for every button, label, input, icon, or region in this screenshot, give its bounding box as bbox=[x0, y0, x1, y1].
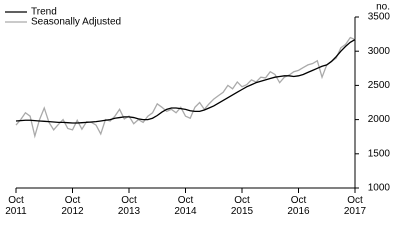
x-tick-label: Oct 2016 bbox=[287, 195, 310, 217]
x-tick-label: Oct 2011 bbox=[5, 195, 27, 217]
y-tick-label: 2000 bbox=[368, 114, 391, 125]
y-tick-label: 3500 bbox=[368, 12, 391, 23]
series-line bbox=[15, 39, 356, 124]
x-tick-label: Oct 2013 bbox=[117, 195, 141, 217]
y-tick-label: 2500 bbox=[368, 80, 391, 91]
chart: no. 1000 1500 2000 2500 3000 3500 Trend Seasona… bbox=[5, 2, 391, 217]
series-line bbox=[15, 36, 356, 139]
x-tick-label: Oct 2017 bbox=[343, 195, 367, 217]
chart-svg: no. 1000 1500 2000 2500 3000 3500 TrendSeasona… bbox=[5, 2, 391, 194]
x-tick-label: Oct 2015 bbox=[230, 195, 254, 217]
legend-label: Seasonally Adjusted bbox=[31, 17, 121, 28]
x-tick-label: Oct 2014 bbox=[174, 195, 197, 217]
x-tick-label: Oct 2012 bbox=[61, 195, 84, 217]
legend-label: Trend bbox=[31, 7, 57, 18]
y-tick-label: 3000 bbox=[368, 46, 391, 57]
y-tick-label: 1500 bbox=[368, 148, 391, 159]
y-axis-label: no. bbox=[376, 2, 390, 13]
y-tick-label: 1000 bbox=[368, 183, 391, 194]
